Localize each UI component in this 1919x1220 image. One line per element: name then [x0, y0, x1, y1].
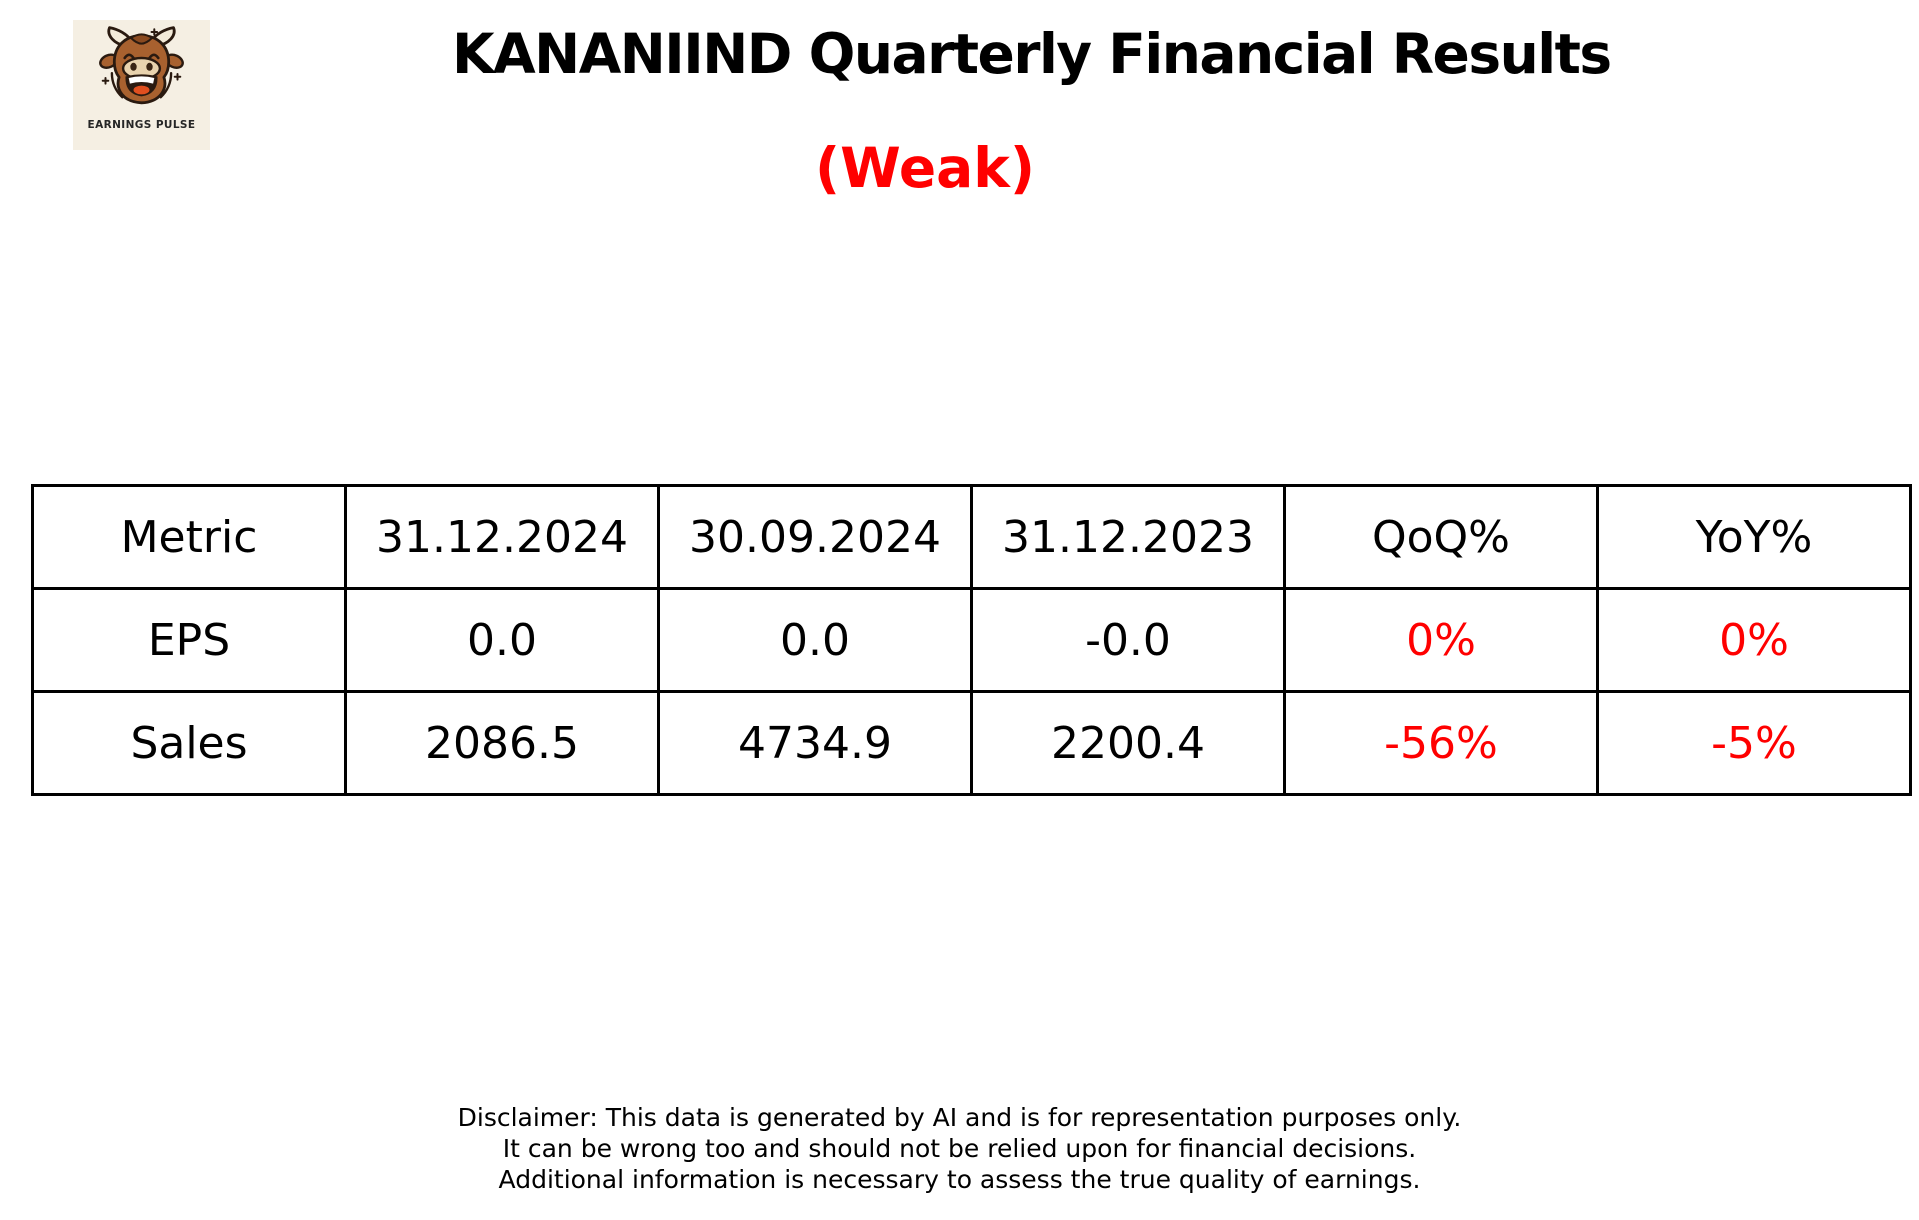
eps-q-previous: 0.0: [657, 587, 973, 693]
results-table-container: Metric 31.12.2024 30.09.2024 31.12.2023 …: [31, 484, 1912, 796]
eps-q-yearago: -0.0: [970, 587, 1286, 693]
disclaimer-line-2: It can be wrong too and should not be re…: [502, 1134, 1417, 1163]
eps-qoq-change: 0%: [1283, 587, 1599, 693]
disclaimer: Disclaimer: This data is generated by AI…: [0, 1102, 1919, 1195]
eps-yoy-change: 0%: [1596, 587, 1912, 693]
col-header-yoy: YoY%: [1596, 484, 1912, 590]
results-table: Metric 31.12.2024 30.09.2024 31.12.2023 …: [31, 484, 1912, 796]
sales-q-current: 2086.5: [344, 690, 660, 796]
earnings-pulse-logo: EARNINGS PULSE: [73, 20, 210, 150]
sales-qoq-change: -56%: [1283, 690, 1599, 796]
table-row-sales: Sales 2086.5 4734.9 2200.4 -56% -5%: [31, 690, 1912, 796]
eps-q-current: 0.0: [344, 587, 660, 693]
table-row-eps: EPS 0.0 0.0 -0.0 0% 0%: [31, 587, 1912, 693]
logo-wordmark: EARNINGS PULSE: [87, 119, 196, 131]
verdict-label: (Weak): [815, 136, 1035, 200]
disclaimer-line-3: Additional information is necessary to a…: [498, 1165, 1421, 1194]
table-header-row: Metric 31.12.2024 30.09.2024 31.12.2023 …: [31, 484, 1912, 590]
col-header-q-previous: 30.09.2024: [657, 484, 973, 590]
disclaimer-line-1: Disclaimer: This data is generated by AI…: [457, 1103, 1462, 1132]
sales-metric-cell: Sales: [31, 690, 347, 796]
col-header-q-yearago: 31.12.2023: [970, 484, 1286, 590]
page-title: KANANIIND Quarterly Financial Results: [452, 22, 1612, 86]
col-header-metric: Metric: [31, 484, 347, 590]
sales-yoy-change: -5%: [1596, 690, 1912, 796]
sales-q-previous: 4734.9: [657, 690, 973, 796]
col-header-q-current: 31.12.2024: [344, 484, 660, 590]
sales-q-yearago: 2200.4: [970, 690, 1286, 796]
laughing-bull-icon: [90, 22, 193, 122]
eps-metric-cell: EPS: [31, 587, 347, 693]
col-header-qoq: QoQ%: [1283, 484, 1599, 590]
